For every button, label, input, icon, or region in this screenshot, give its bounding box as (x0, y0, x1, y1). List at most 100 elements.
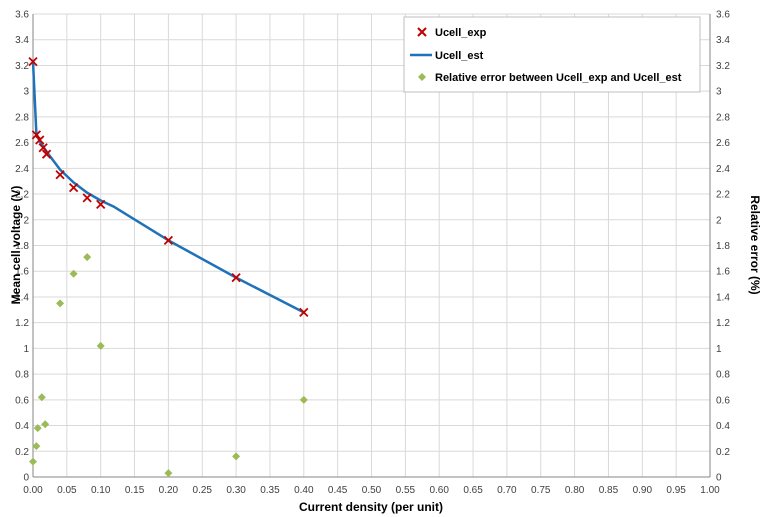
y-tick-label: 2.4 (15, 164, 29, 175)
y2-axis-title: Relative error (%) (748, 195, 762, 294)
x-tick-label: 0.55 (396, 485, 416, 496)
ucell-exp-point-stroke (31, 130, 42, 140)
y-tick-label: 3.4 (15, 35, 29, 46)
y-tick-label: 2 (23, 215, 29, 226)
plot-area (28, 56, 309, 478)
x-tick-label: 0.30 (226, 485, 246, 496)
x-tick-label: 0.00 (23, 485, 43, 496)
relative-error-point (299, 395, 308, 404)
y-tick-label: 2.6 (15, 138, 29, 149)
y2-tick-label: 1.4 (716, 292, 730, 303)
ucell-exp-point (299, 307, 309, 318)
ucell-exp-point (38, 143, 48, 153)
y2-tick-label: 0.8 (716, 370, 730, 381)
y2-tick-label: 1.8 (716, 241, 730, 252)
ucell-exp-point-stroke (41, 149, 52, 159)
legend: Ucell_exp Ucell_est Relative error betwe… (403, 16, 701, 93)
ucell-exp-point-stroke (163, 235, 174, 245)
y-tick-label: 1.6 (15, 267, 29, 278)
x-tick-label: 1.00 (700, 485, 720, 496)
y-tick-label: 0 (23, 473, 29, 484)
ucell-exp-point-stroke (82, 193, 92, 203)
relative-error-point (56, 299, 65, 308)
ucell-exp-point-stroke (35, 135, 45, 145)
x-tick-label: 0.35 (260, 485, 280, 496)
ucell-exp-point (96, 199, 106, 209)
x-tick-labels: 0.00 0.05 0.10 0.15 0.20 0.25 0.30 0.35 0.40 0.45… (23, 485, 720, 496)
ucell-exp-point (231, 273, 241, 283)
x-tick-label: 0.90 (633, 485, 653, 496)
ucell-exp-point (55, 170, 65, 180)
x-tick-label: 0.80 (565, 485, 585, 496)
x-tick-label: 0.15 (125, 485, 145, 496)
y2-tick-label: 3.4 (716, 35, 730, 46)
ucell-exp-point (31, 130, 42, 140)
x-tick-label: 0.05 (57, 485, 77, 496)
y-tick-label: 3.6 (15, 10, 29, 21)
y-tick-label: 0.2 (15, 447, 29, 458)
y2-tick-label: 0.4 (716, 421, 730, 432)
y-tick-label: 3.2 (15, 61, 29, 72)
legend-label-ucell-est: Ucell_est (435, 50, 484, 62)
ucell-exp-point (82, 193, 92, 203)
y-tick-label: 3 (23, 87, 29, 98)
y-tick-label: 1.4 (15, 292, 29, 303)
ucell-exp-point-stroke (28, 56, 38, 67)
x-axis-title: Current density (per unit) (299, 500, 443, 514)
relative-error-point (33, 424, 42, 433)
y-tick-label: 0.4 (15, 421, 29, 432)
ucell-exp-point-stroke (55, 170, 65, 180)
ucell-exp-point-stroke (68, 182, 79, 193)
x-tick-label: 0.40 (294, 485, 314, 496)
legend-label-ucell-exp: Ucell_exp (435, 27, 487, 39)
y2-tick-labels: 0 0.2 0.4 0.6 0.8 1 1.2 1.4 1.6 1.8 2 2.2 2.4 2.6 2.8 3… (716, 10, 730, 484)
y2-tick-label: 2.4 (716, 164, 730, 175)
y2-tick-label: 2.8 (716, 112, 730, 123)
y2-tick-label: 1.2 (716, 318, 730, 329)
y-axis-title: Mean cell voltage (V) (9, 186, 23, 305)
y2-tick-label: 0.2 (716, 447, 730, 458)
relative-error-point (32, 442, 41, 451)
legend-marker-ucell-exp (417, 27, 427, 37)
x-tick-label: 0.45 (328, 485, 348, 496)
y2-tick-label: 2.2 (716, 190, 730, 201)
y-tick-labels: 0 0.2 0.4 0.6 0.8 1 1.2 1.4 1.6 1.8 2 2.2 2.4 2.6 2.8 3… (15, 10, 29, 484)
x-tick-label: 0.60 (429, 485, 449, 496)
x-tick-label: 0.25 (193, 485, 213, 496)
y-tick-label: 1 (23, 344, 29, 355)
y2-tick-label: 1.6 (716, 267, 730, 278)
x-tick-label: 0.20 (159, 485, 179, 496)
y2-tick-label: 3.6 (716, 10, 730, 21)
y-tick-label: 1.2 (15, 318, 29, 329)
ucell-exp-point (163, 235, 174, 245)
y2-tick-label: 0 (716, 473, 722, 484)
relative-error-point (164, 469, 173, 478)
y2-tick-label: 3 (716, 87, 722, 98)
ucell-exp-point (41, 149, 52, 159)
ucell-exp-point (28, 56, 38, 67)
y2-tick-label: 1 (716, 344, 722, 355)
relative-error-point (96, 341, 105, 350)
legend-label-relative-error: Relative error between Ucell_exp and Uce… (435, 72, 682, 84)
x-tick-label: 0.75 (531, 485, 551, 496)
relative-error-point (83, 253, 92, 262)
relative-error-point (69, 269, 78, 278)
y-tick-label: 0.6 (15, 395, 29, 406)
ucell-exp-point-stroke (231, 273, 241, 283)
x-tick-label: 0.85 (599, 485, 619, 496)
legend-marker-relative-error (418, 73, 426, 81)
relative-error-point (29, 457, 37, 466)
y-tick-label: 0.8 (15, 370, 29, 381)
x-tick-label: 0.70 (497, 485, 517, 496)
y-tick-label: 2.8 (15, 112, 29, 123)
ucell-exp-point-stroke (96, 199, 106, 209)
y2-tick-label: 2.6 (716, 138, 730, 149)
x-tick-label: 0.50 (362, 485, 382, 496)
x-tick-label: 0.95 (666, 485, 686, 496)
relative-error-point (37, 393, 46, 402)
ucell-exp-point-stroke (299, 307, 309, 318)
relative-error-point (41, 420, 50, 429)
y-tick-label: 1.8 (15, 241, 29, 252)
ucell-exp-point-stroke (38, 143, 48, 153)
